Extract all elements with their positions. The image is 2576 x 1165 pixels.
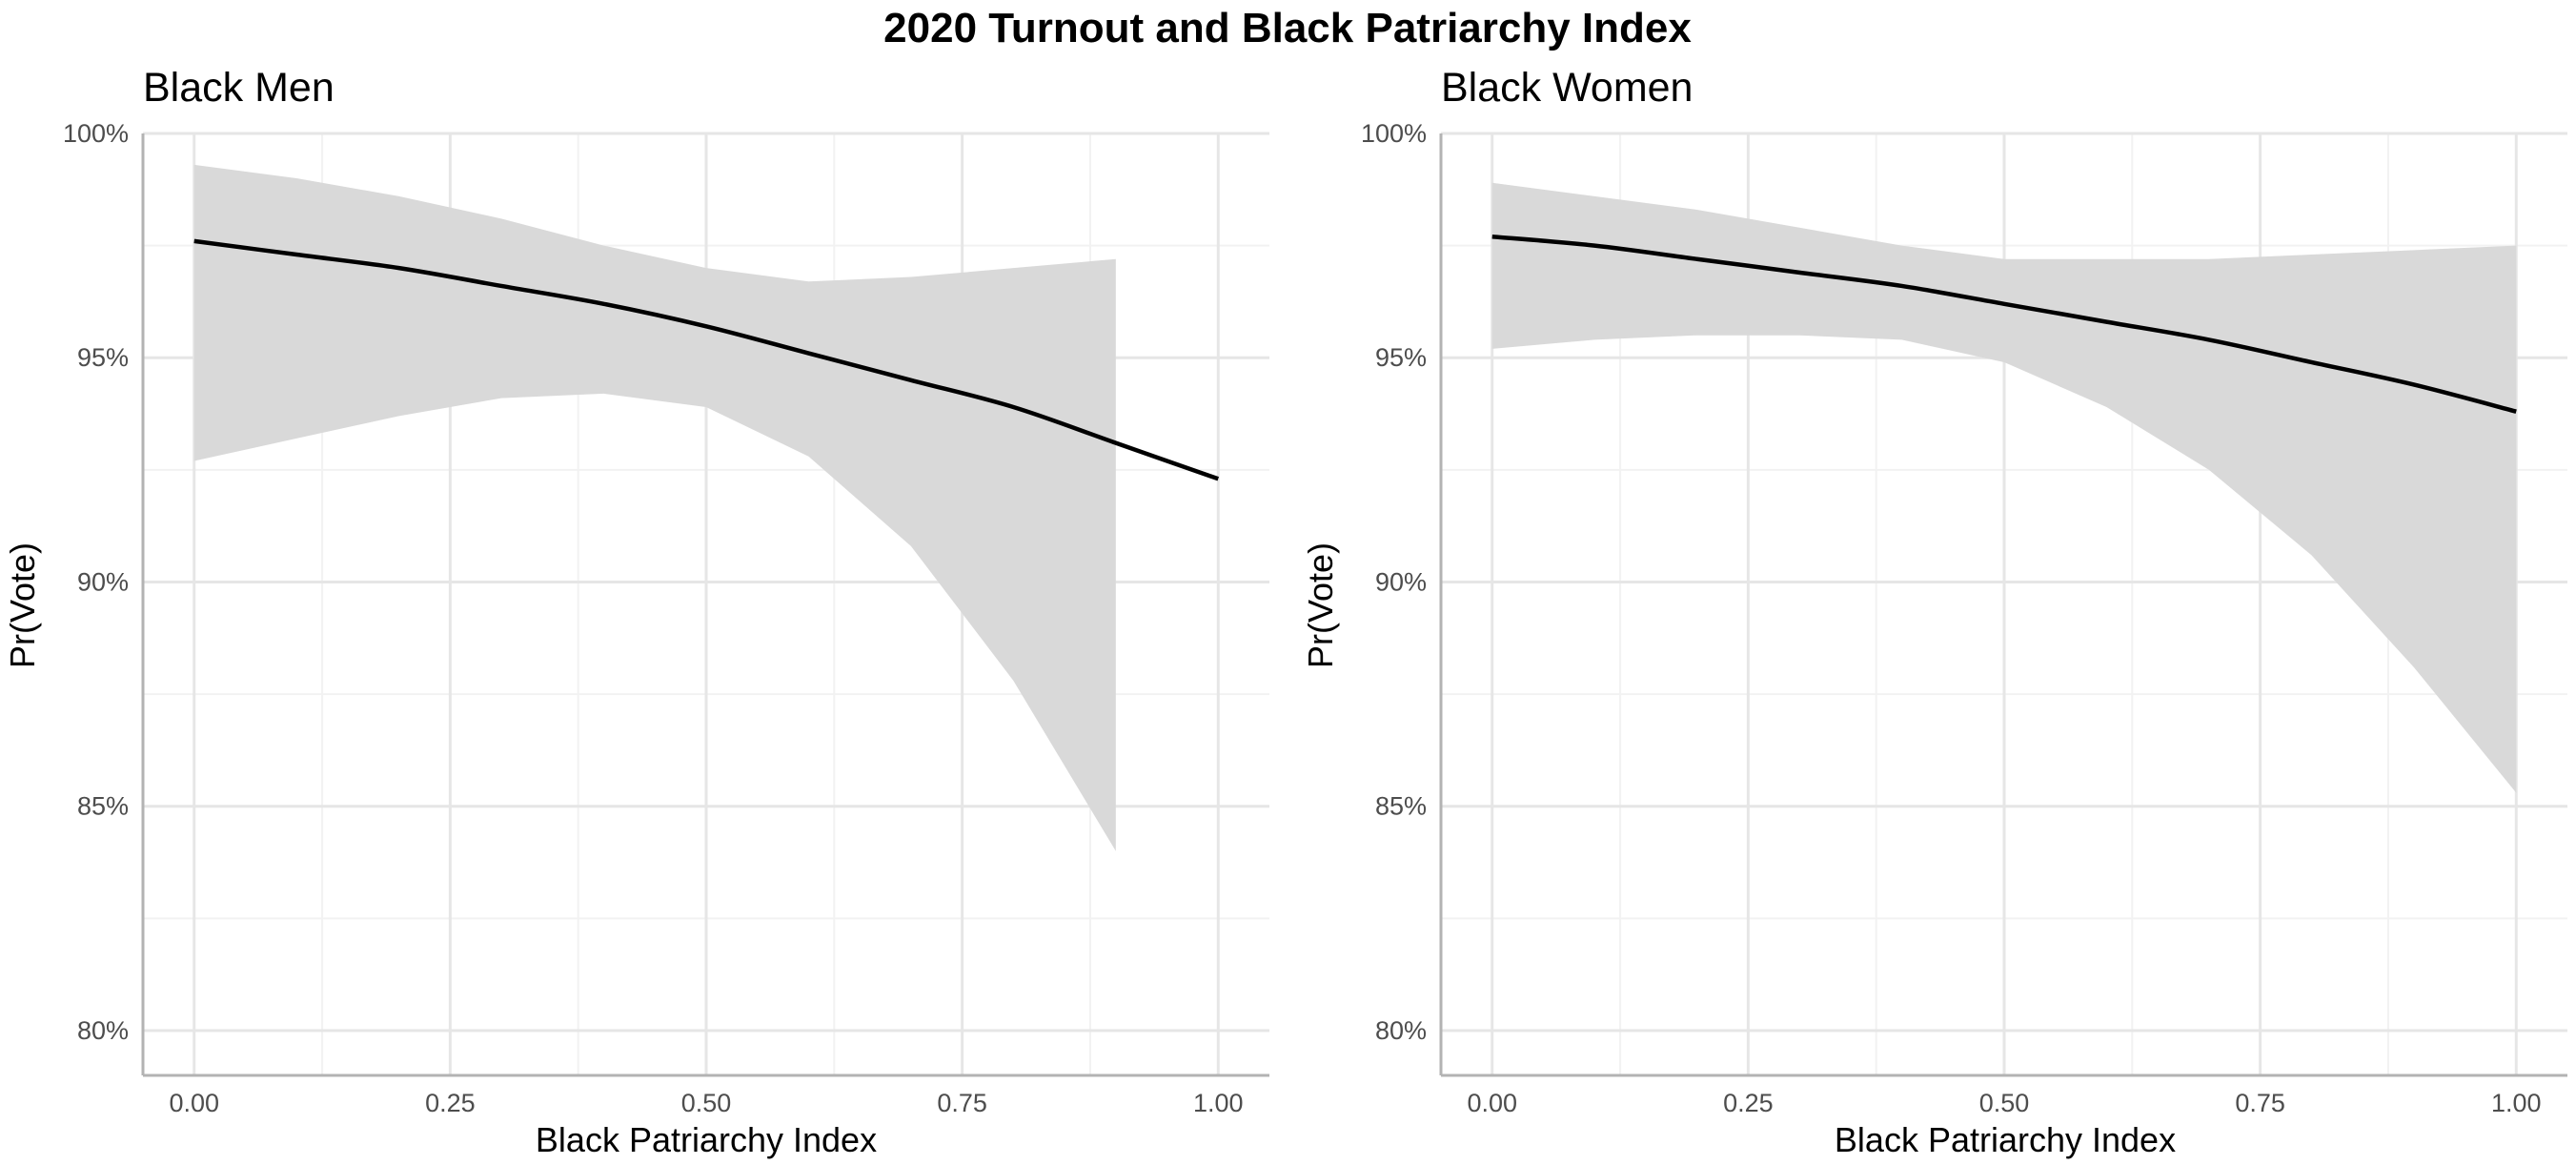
- x-tick-label: 1.00: [1193, 1089, 1244, 1117]
- y-tick-label: 95%: [1375, 343, 1427, 372]
- confidence-band: [193, 164, 1116, 851]
- confidence-band: [1491, 182, 2517, 793]
- x-axis-label: Black Patriarchy Index: [1835, 1120, 2176, 1159]
- x-tick-label: 0.75: [937, 1089, 987, 1117]
- confidence-ribbon: [1491, 182, 2517, 793]
- y-tick-label: 100%: [1361, 119, 1427, 148]
- x-tick-label: 0.50: [681, 1089, 732, 1117]
- x-tick-label: 0.75: [2235, 1089, 2285, 1117]
- panel-black-men: Black Men 80%85%90%95%100% 0.00 0.25 0.50 0…: [3, 65, 1269, 1159]
- x-tick-label: 0.25: [1723, 1089, 1774, 1117]
- panel-black-women: Black Women 80% 85% 90% 95% 100% 0.00 0.25 0.5…: [1301, 65, 2567, 1159]
- confidence-ribbon: [193, 164, 1116, 851]
- x-axis-label: Black Patriarchy Index: [536, 1120, 877, 1159]
- y-axis-label: Pr(Vote): [1301, 542, 1340, 668]
- figure-title: 2020 Turnout and Black Patriarchy Index: [883, 5, 1692, 51]
- series-line: [193, 238, 1220, 481]
- y-tick-label: 80%: [77, 1016, 129, 1045]
- prediction-line: [193, 238, 1220, 481]
- axes: [141, 133, 1269, 1077]
- y-tick-labels: 80% 85% 90% 95% 100%: [63, 119, 129, 1045]
- x-tick-label: 1.00: [2491, 1089, 2542, 1117]
- x-tick-label: 0.00: [169, 1089, 219, 1117]
- prediction-line: [1491, 234, 2517, 414]
- y-tick-label: 80%: [1375, 1016, 1427, 1045]
- y-tick-labels: 80% 85% 90% 95% 100%: [1361, 119, 1427, 1045]
- panel-title: Black Men: [143, 65, 335, 111]
- x-tick-labels: 0.00 0.25 0.50 0.75 1.00: [1467, 1089, 2541, 1117]
- y-axis-label: Pr(Vote): [3, 542, 42, 668]
- series-line: [1491, 234, 2517, 414]
- y-tick-label: 85%: [1375, 792, 1427, 821]
- x-tick-labels: 0.00 0.25 0.50 0.75 1.00: [169, 1089, 1243, 1117]
- y-tick-label: 100%: [63, 119, 129, 148]
- y-tick-label: 85%: [77, 792, 129, 821]
- x-tick-label: 0.50: [1979, 1089, 2030, 1117]
- x-tick-label: 0.25: [425, 1089, 476, 1117]
- x-tick-label: 0.00: [1467, 1089, 1517, 1117]
- axes: [1439, 133, 2567, 1077]
- y-tick-label: 90%: [77, 567, 129, 596]
- y-tick-label: 95%: [77, 343, 129, 372]
- y-tick-label: 90%: [1375, 567, 1427, 596]
- panel-title: Black Women: [1441, 65, 1693, 111]
